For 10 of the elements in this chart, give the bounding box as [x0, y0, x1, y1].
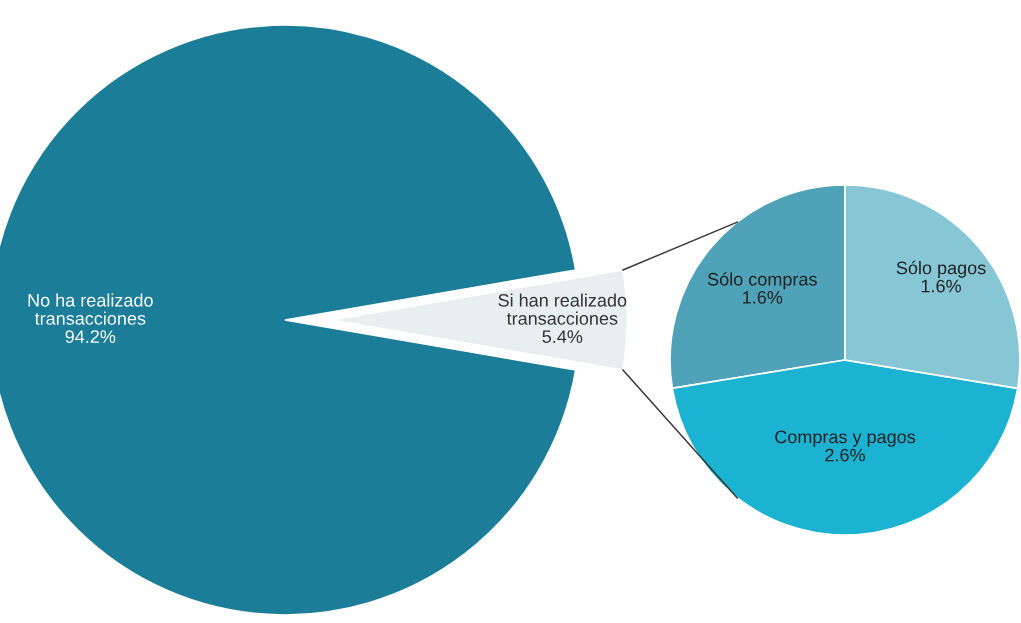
data-label: 2.6% — [825, 448, 865, 462]
slice-label: Si han realizado transacciones — [498, 293, 627, 325]
data-label: 5.4% — [542, 330, 583, 343]
slice-label: No ha realizado transacciones — [28, 293, 153, 325]
slice-label: Sólo pagos — [896, 260, 986, 278]
slice-label: Sólo compras — [707, 272, 817, 290]
data-label: 1.6% — [921, 279, 961, 293]
slice-label: Compras y pagos — [775, 430, 916, 447]
data-label: 1.6% — [743, 291, 783, 304]
data-label: 94.2% — [65, 330, 116, 343]
